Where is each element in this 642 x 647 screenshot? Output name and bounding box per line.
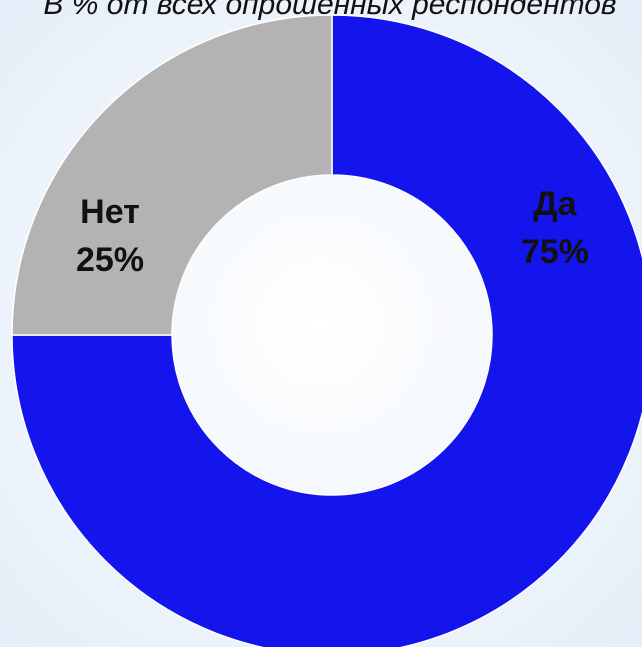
donut-slice: [11, 14, 333, 336]
donut-slice: [11, 14, 642, 647]
slice-label: Нет: [80, 193, 140, 231]
chart-title: В % от всех опрошенных респондентов: [43, 0, 616, 21]
slice-value: 75%: [521, 233, 589, 271]
slice-label: Да: [533, 185, 577, 223]
slice-value: 25%: [76, 241, 144, 279]
